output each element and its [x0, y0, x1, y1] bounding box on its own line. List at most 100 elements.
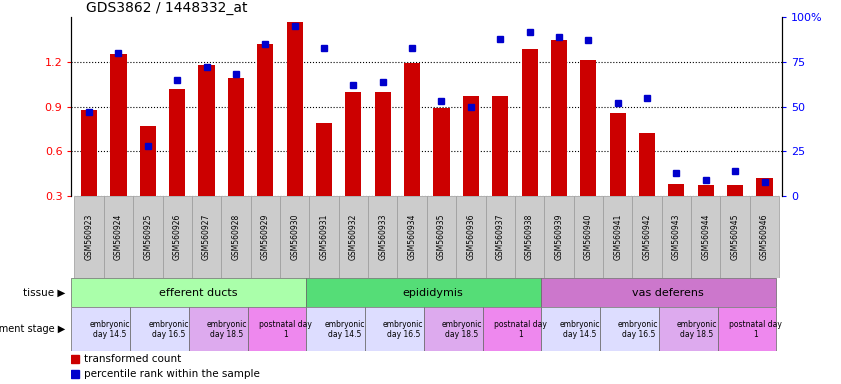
Text: transformed count: transformed count — [84, 354, 182, 364]
Text: efferent ducts: efferent ducts — [158, 288, 237, 298]
Text: GSM560944: GSM560944 — [701, 214, 711, 260]
Bar — [433, 108, 450, 196]
Text: postnatal day
1: postnatal day 1 — [259, 319, 312, 339]
Text: GSM560928: GSM560928 — [231, 214, 241, 260]
Text: embryonic
day 16.5: embryonic day 16.5 — [148, 319, 188, 339]
Text: GSM560936: GSM560936 — [467, 214, 475, 260]
Bar — [424, 307, 483, 351]
Bar — [669, 184, 685, 196]
Bar — [485, 196, 515, 278]
Bar — [368, 196, 398, 278]
Text: GSM560931: GSM560931 — [320, 214, 329, 260]
Bar — [603, 196, 632, 278]
Bar — [280, 196, 309, 278]
Bar — [133, 196, 162, 278]
Text: GSM560933: GSM560933 — [378, 214, 387, 260]
Bar — [691, 196, 721, 278]
Bar — [306, 278, 542, 307]
Text: GSM560941: GSM560941 — [613, 214, 622, 260]
Text: GSM560923: GSM560923 — [85, 214, 93, 260]
Bar — [551, 40, 567, 196]
Bar — [169, 89, 185, 196]
Bar — [140, 126, 156, 196]
Text: GSM560939: GSM560939 — [554, 214, 563, 260]
Bar — [515, 196, 544, 278]
Text: GSM560925: GSM560925 — [143, 214, 152, 260]
Bar — [189, 307, 248, 351]
Bar — [251, 196, 280, 278]
Bar — [639, 133, 655, 196]
Text: GSM560929: GSM560929 — [261, 214, 270, 260]
Bar — [130, 307, 189, 351]
Bar — [750, 196, 780, 278]
Bar — [698, 185, 714, 196]
Bar — [198, 65, 214, 196]
Bar — [228, 78, 244, 196]
Text: embryonic
day 14.5: embryonic day 14.5 — [559, 319, 600, 339]
Text: embryonic
day 18.5: embryonic day 18.5 — [207, 319, 247, 339]
Bar — [287, 22, 303, 196]
Text: embryonic
day 16.5: embryonic day 16.5 — [618, 319, 659, 339]
Text: tissue ▶: tissue ▶ — [24, 288, 66, 298]
Bar — [71, 278, 306, 307]
Text: GSM560942: GSM560942 — [643, 214, 652, 260]
Bar — [257, 44, 273, 196]
Text: embryonic
day 18.5: embryonic day 18.5 — [442, 319, 482, 339]
Bar — [483, 307, 542, 351]
Bar — [309, 196, 339, 278]
Text: GSM560935: GSM560935 — [437, 214, 446, 260]
Bar — [346, 92, 362, 196]
Text: embryonic
day 14.5: embryonic day 14.5 — [89, 319, 130, 339]
Bar — [404, 63, 420, 196]
Bar — [74, 196, 103, 278]
Bar — [610, 113, 626, 196]
Text: GSM560932: GSM560932 — [349, 214, 358, 260]
Bar — [365, 307, 424, 351]
Text: GSM560938: GSM560938 — [525, 214, 534, 260]
Text: GDS3862 / 1448332_at: GDS3862 / 1448332_at — [86, 1, 247, 15]
Text: GSM560940: GSM560940 — [584, 214, 593, 260]
Bar — [162, 196, 192, 278]
Bar — [71, 307, 130, 351]
Text: embryonic
day 18.5: embryonic day 18.5 — [677, 319, 717, 339]
Bar — [721, 196, 750, 278]
Text: postnatal day
1: postnatal day 1 — [495, 319, 547, 339]
Bar — [81, 109, 98, 196]
Bar — [339, 196, 368, 278]
Bar — [600, 307, 659, 351]
Bar — [521, 48, 537, 196]
Text: development stage ▶: development stage ▶ — [0, 324, 66, 334]
Text: GSM560927: GSM560927 — [202, 214, 211, 260]
Bar — [542, 278, 776, 307]
Text: embryonic
day 16.5: embryonic day 16.5 — [383, 319, 424, 339]
Text: percentile rank within the sample: percentile rank within the sample — [84, 369, 260, 379]
Bar — [316, 123, 332, 196]
Text: GSM560930: GSM560930 — [290, 214, 299, 260]
Bar — [492, 96, 508, 196]
Text: GSM560943: GSM560943 — [672, 214, 681, 260]
Bar — [717, 307, 776, 351]
Text: epididymis: epididymis — [402, 288, 463, 298]
Bar — [375, 92, 391, 196]
Text: GSM560926: GSM560926 — [172, 214, 182, 260]
Bar — [426, 196, 456, 278]
Bar — [662, 196, 691, 278]
Bar — [756, 178, 773, 196]
Bar — [306, 307, 365, 351]
Bar — [398, 196, 426, 278]
Text: GSM560945: GSM560945 — [731, 214, 739, 260]
Bar — [632, 196, 662, 278]
Bar — [574, 196, 603, 278]
Bar — [727, 185, 743, 196]
Bar — [659, 307, 717, 351]
Text: GSM560937: GSM560937 — [495, 214, 505, 260]
Bar — [542, 307, 600, 351]
Bar — [110, 55, 126, 196]
Bar — [103, 196, 133, 278]
Text: GSM560934: GSM560934 — [408, 214, 416, 260]
Text: postnatal day
1: postnatal day 1 — [729, 319, 782, 339]
Bar — [248, 307, 306, 351]
Bar — [580, 60, 596, 196]
Text: embryonic
day 14.5: embryonic day 14.5 — [325, 319, 365, 339]
Text: vas deferens: vas deferens — [632, 288, 703, 298]
